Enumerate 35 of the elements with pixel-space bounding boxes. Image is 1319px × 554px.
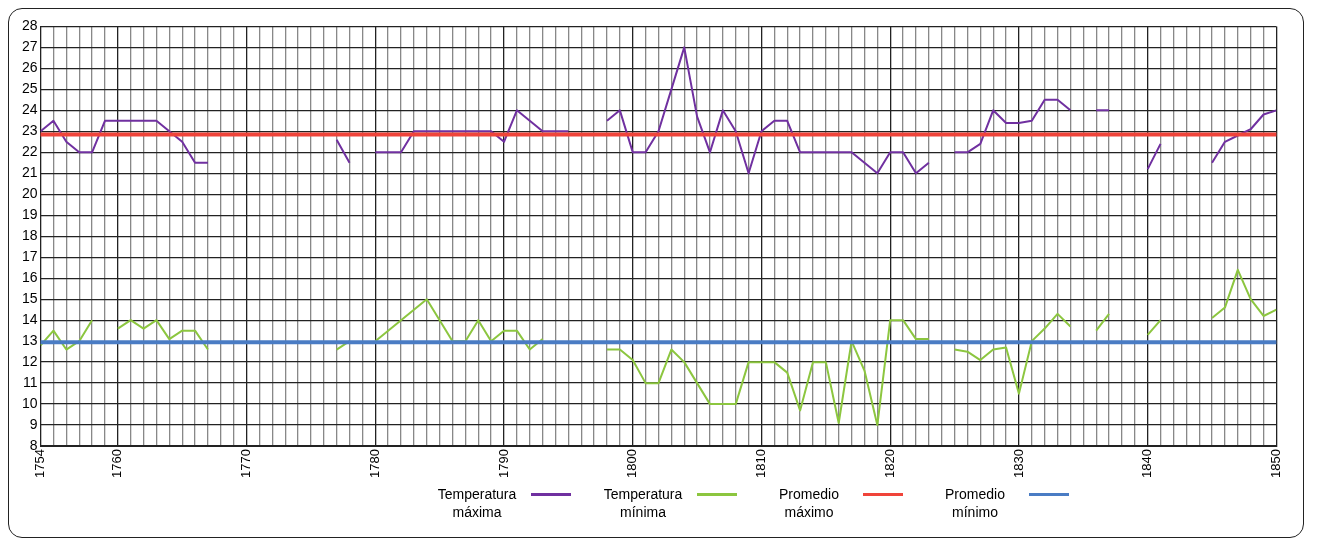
x-tick-label: 1770 xyxy=(238,449,254,478)
y-tick-label: 12 xyxy=(21,353,38,369)
y-tick-label: 13 xyxy=(21,332,38,349)
y-tick-label: 23 xyxy=(21,122,38,139)
legend-label: Temperatura mínima xyxy=(602,485,684,521)
x-tick-label: 1760 xyxy=(109,449,125,478)
y-tick-label: 25 xyxy=(21,80,38,97)
y-tick-label: 11 xyxy=(23,373,38,390)
y-tick-label: 14 xyxy=(21,311,38,328)
x-tick-label: 1800 xyxy=(624,449,640,478)
y-tick-label: 22 xyxy=(21,143,38,160)
y-tick-label: 21 xyxy=(21,164,38,181)
x-tick-label: 1754 xyxy=(32,449,48,478)
x-tick-label: 1810 xyxy=(753,449,769,478)
y-tick-label: 26 xyxy=(21,59,38,76)
x-tick-label: 1830 xyxy=(1010,449,1026,478)
x-tick-label: 1780 xyxy=(366,449,382,478)
y-tick-label: 24 xyxy=(21,101,38,118)
x-tick-label: 1820 xyxy=(881,449,897,478)
y-tick-label: 19 xyxy=(21,206,38,223)
x-tick-label: 1790 xyxy=(495,449,511,478)
y-tick-label: 9 xyxy=(29,415,38,432)
y-tick-label: 10 xyxy=(21,394,38,411)
legend-label: Promedio mínimo xyxy=(944,485,1006,521)
y-tick-label: 15 xyxy=(21,290,38,307)
legend-label: Temperatura máxima xyxy=(436,485,518,521)
y-tick-label: 18 xyxy=(21,227,38,244)
y-tick-label: 20 xyxy=(21,185,38,202)
y-tick-label: 16 xyxy=(21,269,38,286)
y-tick-label: 17 xyxy=(21,248,38,265)
x-tick-label: 1850 xyxy=(1267,449,1283,478)
y-tick-label: 28 xyxy=(21,17,38,34)
legend-label: Promedio máximo xyxy=(778,485,840,521)
y-tick-label: 27 xyxy=(21,38,38,55)
x-tick-label: 1840 xyxy=(1139,449,1155,478)
